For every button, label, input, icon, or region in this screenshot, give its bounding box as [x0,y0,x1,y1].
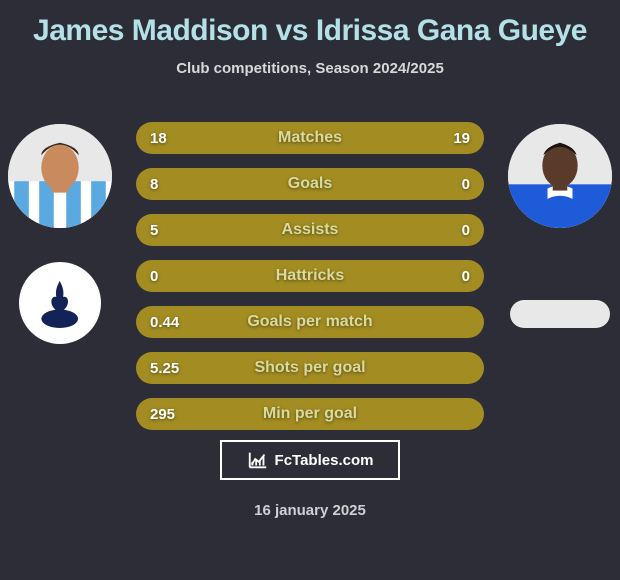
stat-label: Hattricks [196,267,424,285]
footer-logo: FcTables.com [220,440,400,480]
player-right-avatar-svg [508,124,612,228]
stat-label: Goals [196,175,424,193]
player-left-avatar-svg [8,124,112,228]
player-right-column [508,124,612,328]
stats-table: 18 Matches 19 8 Goals 0 5 Assists 0 0 Ha… [136,122,484,430]
footer-logo-text: FcTables.com [275,452,374,469]
comparison-subtitle: Club competitions, Season 2024/2025 [0,60,620,77]
stat-row-hattricks: 0 Hattricks 0 [136,260,484,292]
player-right-club-crest [510,300,610,328]
stat-row-min-per-goal: 295 Min per goal [136,398,484,430]
stat-right-value: 0 [424,268,484,285]
stat-left-value: 0.44 [136,314,196,331]
player-left-column [8,124,112,344]
stat-left-value: 295 [136,406,196,423]
stat-row-shots-per-goal: 5.25 Shots per goal [136,352,484,384]
comparison-title: James Maddison vs Idrissa Gana Gueye [0,0,620,48]
stat-label: Min per goal [196,405,424,423]
stat-label: Matches [196,129,424,147]
stat-row-goals: 8 Goals 0 [136,168,484,200]
stat-left-value: 5.25 [136,360,196,377]
stat-right-value: 0 [424,176,484,193]
stat-label: Shots per goal [196,359,424,377]
stat-row-goals-per-match: 0.44 Goals per match [136,306,484,338]
stat-label: Assists [196,221,424,239]
player-left-avatar [8,124,112,228]
player-right-avatar [508,124,612,228]
footer-date: 16 january 2025 [254,502,366,519]
stat-left-value: 18 [136,130,196,147]
player-left-club-crest [19,262,101,344]
stat-left-value: 8 [136,176,196,193]
tottenham-crest-icon [31,274,88,331]
stat-left-value: 5 [136,222,196,239]
stat-right-value: 19 [424,130,484,147]
stat-label: Goals per match [196,313,424,331]
stat-row-assists: 5 Assists 0 [136,214,484,246]
stat-right-value: 0 [424,222,484,239]
stat-row-matches: 18 Matches 19 [136,122,484,154]
stat-left-value: 0 [136,268,196,285]
chart-icon [247,449,269,471]
